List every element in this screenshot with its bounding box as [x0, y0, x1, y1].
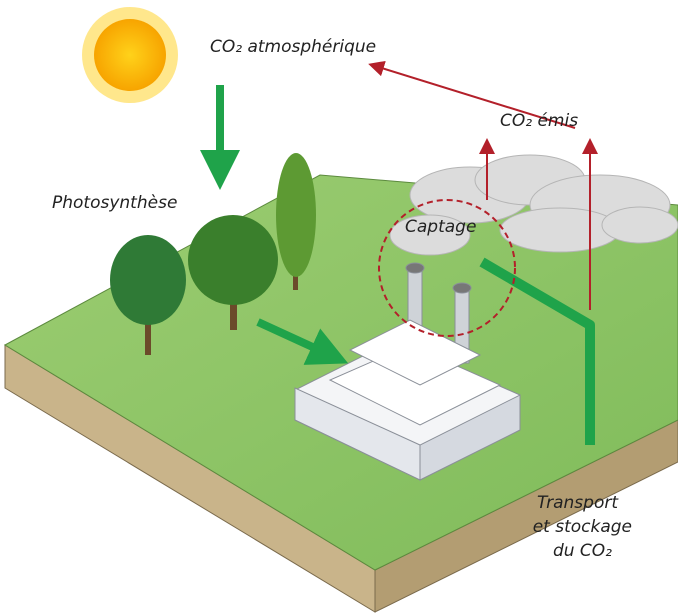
label-transport: Transport	[537, 493, 619, 513]
page: CO₂ atmosphérique CO₂ émis Photosynthèse…	[0, 0, 678, 615]
sun	[82, 7, 178, 103]
diagram: CO₂ atmosphérique CO₂ émis Photosynthèse…	[0, 0, 678, 615]
label-capture: Captage	[405, 217, 476, 237]
label-transport: du CO₂	[553, 541, 612, 561]
label-emitted: CO₂ émis	[500, 111, 578, 131]
label-transport: et stockage	[533, 517, 632, 537]
smoke	[390, 155, 678, 255]
label-photosynthesis: Photosynthèse	[52, 193, 177, 213]
label-atmospheric: CO₂ atmosphérique	[210, 37, 376, 57]
